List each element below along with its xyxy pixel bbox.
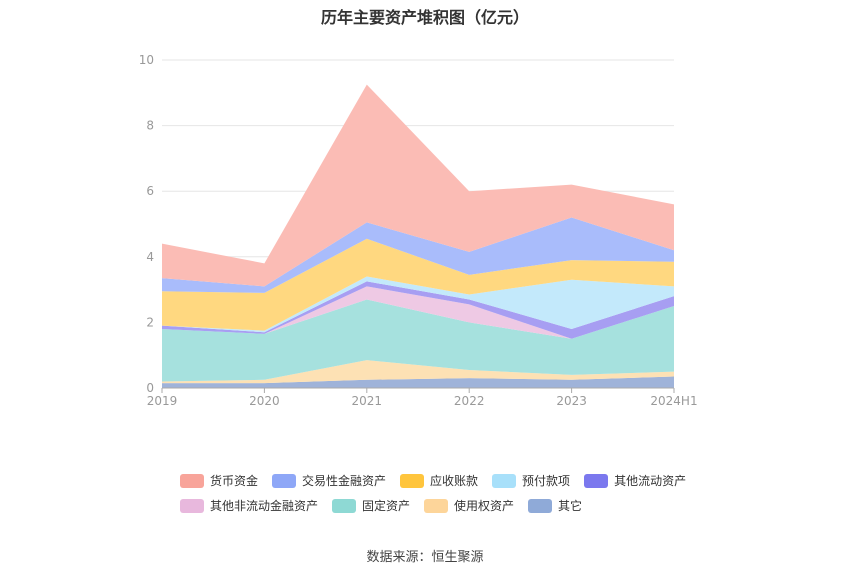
legend-item[interactable]: 货币资金 bbox=[180, 472, 258, 489]
legend-swatch bbox=[180, 498, 204, 513]
legend-row: 货币资金 交易性金融资产 应收账款 预付款项 其他流动资产 bbox=[180, 472, 700, 489]
area-series bbox=[162, 286, 674, 339]
legend-swatch bbox=[332, 498, 357, 513]
area-series bbox=[162, 376, 674, 388]
legend-item[interactable]: 使用权资产 bbox=[424, 497, 514, 514]
chart-title: 历年主要资产堆积图（亿元） bbox=[320, 8, 529, 27]
legend-swatch bbox=[180, 473, 204, 488]
legend-item[interactable]: 其他流动资产 bbox=[584, 472, 686, 489]
data-source: 数据来源：恒生聚源 bbox=[366, 550, 484, 565]
y-tick-label: 0 bbox=[146, 381, 154, 395]
legend-label: 预付款项 bbox=[522, 474, 571, 488]
legend-row: 其他非流动金融资产 固定资产 使用权资产 其它 bbox=[180, 497, 700, 514]
x-tick-label: 2021 bbox=[352, 394, 383, 408]
x-tick-label: 2019 bbox=[147, 394, 178, 408]
x-tick-label: 2020 bbox=[249, 394, 280, 408]
legend-label: 其他流动资产 bbox=[614, 474, 687, 488]
stacked-areas bbox=[162, 84, 674, 388]
legend-swatch bbox=[272, 473, 297, 488]
legend-swatch bbox=[424, 498, 449, 513]
area-series bbox=[162, 281, 674, 339]
legend-swatch bbox=[492, 473, 517, 488]
legend-label: 固定资产 bbox=[362, 499, 411, 513]
legend-item[interactable]: 其它 bbox=[528, 497, 582, 514]
y-tick-label: 4 bbox=[146, 250, 154, 264]
area-series bbox=[162, 360, 674, 384]
legend-swatch bbox=[584, 473, 609, 488]
legend-label: 其他非流动金融资产 bbox=[210, 499, 319, 513]
legend-label: 交易性金融资产 bbox=[302, 474, 387, 488]
area-series bbox=[162, 84, 674, 287]
legend-label: 使用权资产 bbox=[454, 499, 515, 513]
legend-item[interactable]: 固定资产 bbox=[332, 497, 410, 514]
x-tick-label: 2023 bbox=[556, 394, 587, 408]
legend-label: 其它 bbox=[558, 499, 583, 513]
legend-item[interactable]: 预付款项 bbox=[492, 472, 570, 489]
x-tick-label: 2022 bbox=[454, 394, 485, 408]
y-tick-label: 10 bbox=[139, 53, 154, 67]
area-series bbox=[162, 217, 674, 293]
legend-swatch bbox=[400, 473, 425, 488]
legend-item[interactable]: 其他非流动金融资产 bbox=[180, 497, 318, 514]
y-tick-label: 8 bbox=[146, 119, 154, 133]
legend-item[interactable]: 交易性金融资产 bbox=[272, 472, 386, 489]
legend-label: 应收账款 bbox=[430, 474, 479, 488]
y-tick-label: 2 bbox=[146, 315, 154, 329]
area-series bbox=[162, 299, 674, 382]
legend-swatch bbox=[528, 498, 553, 513]
legend-label: 货币资金 bbox=[210, 474, 259, 488]
area-series bbox=[162, 276, 674, 333]
chart-svg: 0 2 4 6 8 10 2019 2020 2021 2022 2023 2024H1 bbox=[139, 53, 698, 408]
legend: 货币资金 交易性金融资产 应收账款 预付款项 其他流动资产 其他非流动金融资产 固定资产 使… bbox=[180, 472, 700, 522]
axes: 0 2 4 6 8 10 2019 2020 2021 2022 2023 2024H1 bbox=[139, 53, 698, 408]
x-tick-label: 2024H1 bbox=[650, 394, 697, 408]
area-series bbox=[162, 238, 674, 331]
legend-item[interactable]: 应收账款 bbox=[400, 472, 478, 489]
y-tick-label: 6 bbox=[146, 184, 154, 198]
